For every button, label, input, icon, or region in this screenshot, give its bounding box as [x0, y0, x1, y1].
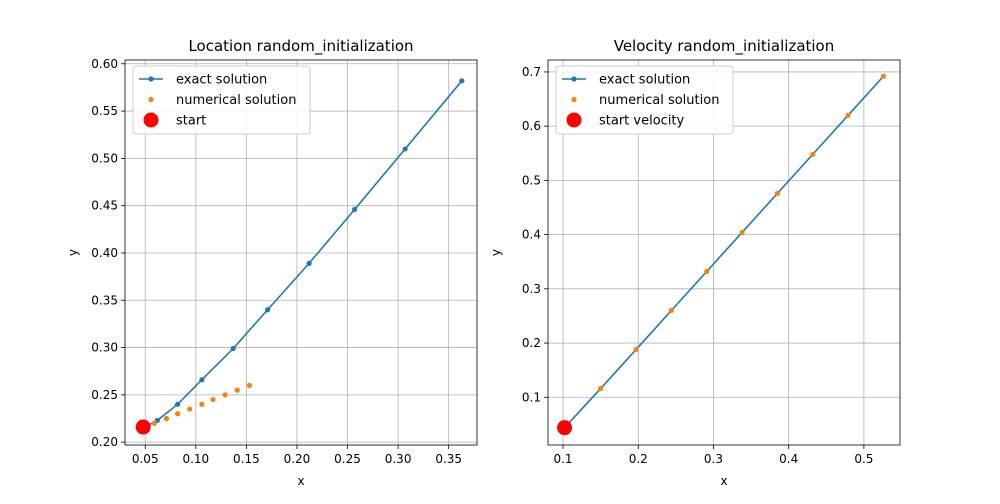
x-axis-label: x: [720, 474, 727, 488]
data-point: [598, 386, 604, 392]
data-point: [163, 415, 170, 422]
data-point: [174, 401, 181, 407]
legend-marker: [148, 76, 154, 82]
data-point: [306, 260, 312, 266]
x-tick-label: 0.05: [132, 452, 159, 466]
series-start: [135, 419, 151, 435]
data-point: [880, 73, 887, 79]
y-tick-label: 0.5: [522, 173, 541, 187]
start-marker: [557, 420, 573, 436]
x-tick-label: 0.25: [334, 452, 361, 466]
data-point: [774, 190, 781, 196]
y-axis-label: y: [489, 249, 503, 256]
legend-entry: exact solution: [176, 73, 267, 88]
legend-entry: start velocity: [599, 114, 685, 129]
y-tick-label: 0.50: [91, 151, 118, 165]
legend-marker: [571, 76, 577, 82]
data-point: [246, 382, 253, 389]
x-tick-label: 0.5: [854, 452, 873, 466]
location-chart: 0.05 0.10 0.15 0.20 0.25 0.30 0.35 0.20 0.25 0.30…: [66, 37, 478, 488]
y-tick-label: 0.7: [522, 65, 541, 79]
y-tick-label: 0.3: [522, 282, 541, 296]
legend-box: [132, 65, 311, 135]
x-tick-label: 0.1: [553, 452, 572, 466]
legend-entry: start: [176, 114, 206, 129]
data-point: [234, 387, 240, 393]
legend-marker: [566, 112, 582, 128]
y-axis-label: y: [66, 249, 80, 256]
y-tick-label: 0.20: [91, 435, 118, 449]
y-tick-label: 0.35: [91, 293, 118, 307]
x-tick-label: 0.20: [284, 452, 311, 466]
x-tick-label: 0.30: [385, 452, 412, 466]
x-tick-label: 0.10: [182, 452, 209, 466]
start-marker: [135, 419, 151, 435]
data-point: [199, 401, 205, 407]
y-tick-label: 0.25: [91, 388, 118, 402]
chart-title: Velocity random_initialization: [614, 37, 835, 56]
legend-entry: exact solution: [599, 73, 690, 88]
legend-box: [555, 65, 734, 135]
data-point: [352, 206, 358, 213]
series-numerical-solution: [151, 382, 253, 426]
legend: exact solution numerical solution start ve…: [555, 65, 734, 135]
data-point: [199, 377, 205, 383]
series-start-velocity: [557, 420, 573, 436]
legend-marker: [143, 112, 159, 128]
series-exact-solution: [563, 75, 885, 429]
data-point: [633, 346, 639, 353]
y-tick-label: 0.40: [91, 246, 118, 260]
x-axis-label: x: [297, 474, 304, 488]
x-tick-label: 0.35: [435, 452, 462, 466]
legend: exact solution numerical solution start: [132, 65, 311, 135]
y-tick-label: 0.6: [522, 119, 541, 133]
velocity-chart: 0.1 0.2 0.3 0.4 0.5 0.1 0.2 0.3 0.4 0.5 0.6 0.7 Velo…: [489, 37, 901, 488]
series-line: [142, 80, 463, 429]
chart-title: Location random_initialization: [188, 37, 413, 56]
data-point: [222, 392, 228, 398]
x-tick-label: 0.3: [704, 452, 723, 466]
data-point: [230, 345, 236, 352]
data-point: [402, 146, 408, 152]
legend-marker: [148, 96, 154, 103]
x-tick-label: 0.4: [779, 452, 798, 466]
data-point: [739, 229, 745, 236]
data-point: [187, 406, 193, 412]
y-tick-label: 0.4: [522, 228, 541, 242]
y-tick-label: 0.30: [91, 341, 118, 355]
legend-entry: numerical solution: [599, 93, 719, 108]
plot-frame: [124, 59, 478, 446]
y-tick-label: 0.45: [91, 199, 118, 213]
series-numerical-solution: [598, 73, 887, 392]
data-point: [265, 307, 271, 313]
legend-marker: [571, 96, 577, 103]
data-point: [845, 112, 851, 118]
data-point: [210, 396, 216, 403]
plot-frame: [547, 59, 901, 446]
data-point: [151, 420, 157, 426]
data-point: [704, 268, 710, 275]
x-tick-label: 0.2: [629, 452, 648, 466]
data-point: [174, 411, 181, 417]
data-point: [459, 78, 465, 84]
data-point: [668, 307, 674, 314]
y-tick-label: 0.60: [91, 57, 118, 71]
y-tick-label: 0.1: [522, 390, 541, 404]
x-tick-label: 0.15: [233, 452, 260, 466]
legend-entry: numerical solution: [176, 93, 296, 108]
data-point: [810, 151, 816, 157]
y-tick-label: 0.55: [91, 104, 118, 118]
series-line: [563, 75, 885, 429]
y-tick-label: 0.2: [522, 336, 541, 350]
